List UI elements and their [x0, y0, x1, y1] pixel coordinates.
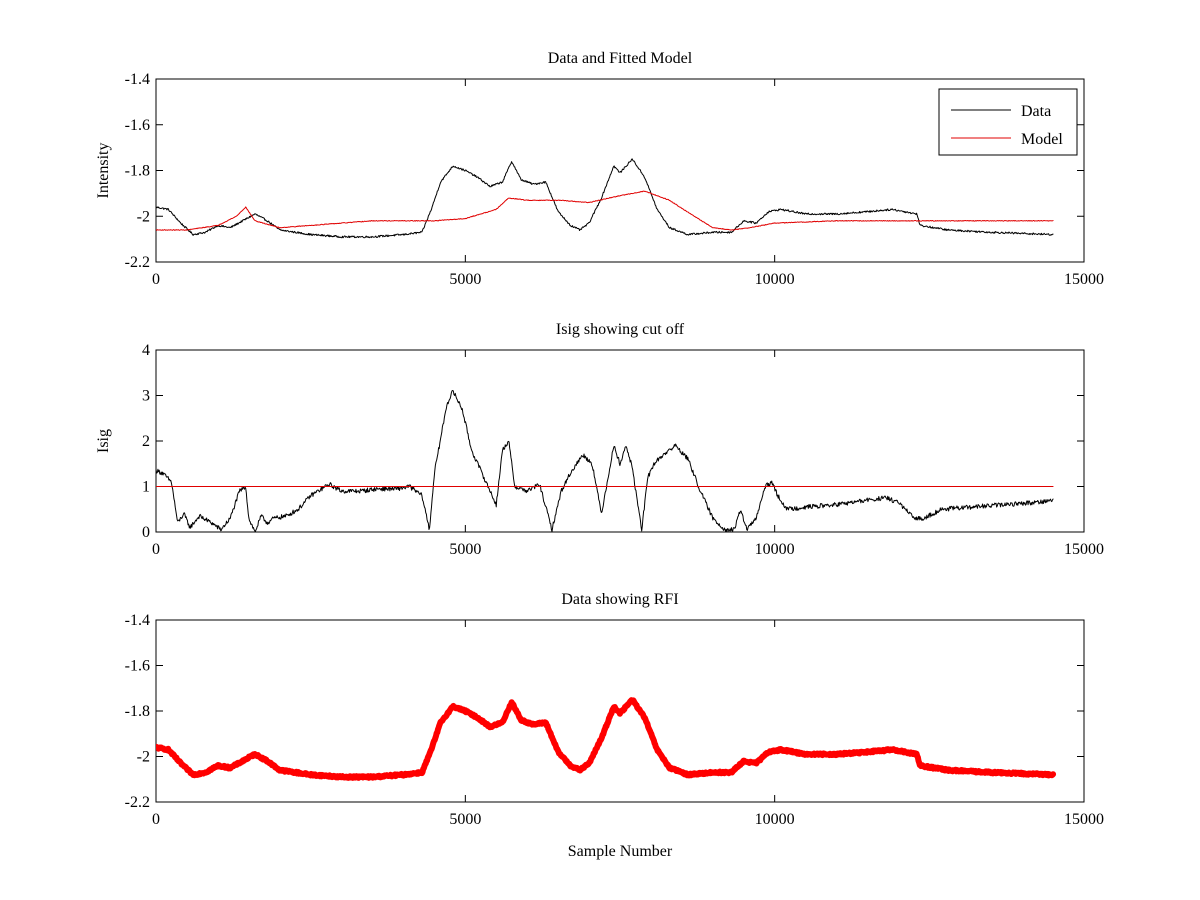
y-tick-label: -2.2 [125, 254, 150, 271]
x-axis-label: Sample Number [568, 843, 673, 860]
subplot-title: Data and Fitted Model [548, 50, 693, 67]
series-line-isig [156, 389, 1054, 532]
legend: Data Model [938, 88, 1078, 156]
y-tick-label: -1.6 [125, 658, 150, 675]
y-axis-label: Intensity [95, 143, 112, 199]
y-tick-label: 3 [142, 388, 150, 405]
y-tick-label: 2 [142, 433, 150, 450]
y-tick-label: -2 [137, 749, 150, 766]
legend-label: Model [1021, 131, 1063, 148]
x-tick-label: 5000 [449, 811, 481, 828]
series-line-rfi [156, 697, 1057, 781]
subplot-title: Isig showing cut off [556, 321, 685, 338]
x-tick-label: 10000 [755, 541, 795, 558]
y-tick-label: 4 [142, 342, 150, 359]
x-tick-label: 10000 [755, 811, 795, 828]
x-tick-label: 0 [152, 811, 160, 828]
y-tick-label: -1.8 [125, 163, 150, 180]
subplot-2: 0 5000 10000 15000 0 1 2 3 4 Isig showing cut off… [95, 321, 1104, 558]
series-line-data [156, 158, 1054, 239]
series-line-model [156, 190, 1054, 231]
legend-box [938, 88, 1078, 156]
y-tick-label: -2 [137, 208, 150, 225]
y-axis-label: Isig [95, 429, 112, 453]
legend-label: Data [1021, 103, 1051, 120]
x-tick-label: 10000 [755, 271, 795, 288]
x-tick-label: 0 [152, 271, 160, 288]
subplot-1: 0 5000 10000 15000 -2.2 -2 -1.8 -1.6 -1.4 Data an… [95, 50, 1104, 288]
subplot-3: 0 5000 10000 15000 -2.2 -2 -1.8 -1.6 -1.4 Data sh… [125, 591, 1104, 860]
y-tick-label: -1.4 [125, 612, 150, 629]
y-tick-label: -1.4 [125, 71, 150, 88]
x-tick-label: 5000 [449, 541, 481, 558]
x-tick-label: 5000 [449, 271, 481, 288]
x-tick-label: 15000 [1064, 541, 1104, 558]
x-tick-label: 15000 [1064, 271, 1104, 288]
y-tick-label: 0 [142, 524, 150, 541]
y-tick-label: -1.6 [125, 117, 150, 134]
y-tick-label: -1.8 [125, 703, 150, 720]
x-tick-label: 15000 [1064, 811, 1104, 828]
y-tick-label: -2.2 [125, 794, 150, 811]
y-tick-label: 1 [142, 479, 150, 496]
subplot-title: Data showing RFI [561, 591, 678, 608]
x-tick-label: 0 [152, 541, 160, 558]
